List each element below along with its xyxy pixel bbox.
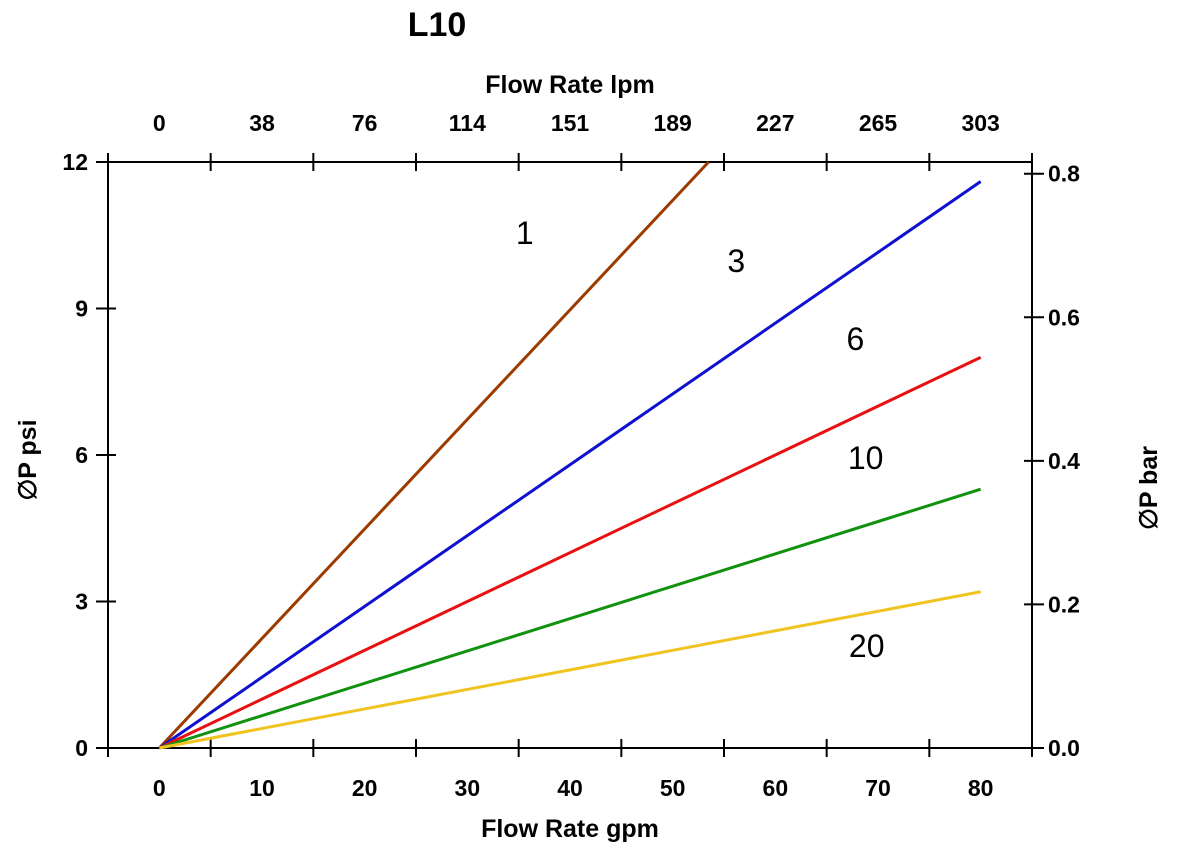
- bottom-tick-label: 30: [455, 775, 481, 801]
- top-tick-label: 303: [961, 110, 999, 136]
- series-line-10-micron: [158, 487, 982, 750]
- top-tick-label: 0: [153, 110, 166, 136]
- top-axis-title: Flow Rate lpm: [485, 71, 654, 99]
- left-tick-label: 0: [75, 735, 88, 761]
- left-tick-label: 6: [75, 442, 88, 468]
- right-tick-label: 0.2: [1048, 591, 1080, 617]
- chart-title: L10: [408, 6, 467, 44]
- tick-marks: [96, 153, 1044, 757]
- series-line-20-micron: [159, 590, 981, 750]
- bottom-tick-label: 70: [865, 775, 891, 801]
- bottom-tick-label: 40: [557, 775, 583, 801]
- series-line-3-micron: [158, 180, 982, 750]
- top-tick-label: 76: [352, 110, 378, 136]
- bottom-tick-label: 60: [763, 775, 789, 801]
- curve-label-3-micron: 3: [727, 243, 745, 279]
- series-lines: [158, 160, 982, 750]
- curve-label-1-micron: 1: [516, 215, 534, 251]
- right-tick-label: 0.0: [1048, 735, 1080, 761]
- left-tick-label: 12: [62, 149, 88, 175]
- right-axis-title: ∅P bar: [1135, 446, 1163, 530]
- left-tick-label: 9: [75, 296, 88, 322]
- top-tick-label: 227: [756, 110, 794, 136]
- bottom-tick-label: 0: [153, 775, 166, 801]
- right-tick-label: 0.8: [1048, 161, 1080, 187]
- right-tick-label: 0.6: [1048, 304, 1080, 330]
- bottom-tick-label: 10: [249, 775, 275, 801]
- bottom-tick-label: 20: [352, 775, 378, 801]
- top-tick-label: 265: [859, 110, 898, 136]
- series-line-1-micron: [158, 160, 710, 750]
- curve-label-10-micron: 10: [848, 440, 884, 476]
- top-tick-label: 189: [653, 110, 691, 136]
- plot-frame: [107, 161, 1033, 749]
- left-axis-title: ∅P psi: [14, 419, 42, 500]
- right-tick-label: 0.4: [1048, 448, 1080, 474]
- top-tick-label: 151: [551, 110, 590, 136]
- bottom-tick-label: 80: [968, 775, 994, 801]
- series-line-6-micron: [158, 355, 982, 750]
- bottom-axis-title: Flow Rate gpm: [481, 815, 659, 843]
- curve-labels: 1 3 6 10 20: [516, 215, 885, 664]
- plot-border: [107, 161, 1033, 749]
- left-tick-label: 3: [75, 589, 88, 615]
- curve-label-20-micron: 20: [849, 628, 885, 664]
- top-tick-label: 114: [449, 110, 486, 136]
- top-tick-label: 38: [249, 110, 275, 136]
- bottom-tick-label: 50: [660, 775, 686, 801]
- curve-label-6-micron: 6: [847, 321, 865, 357]
- tick-labels: 0 10 20 30 40 50 60 70 800 38 76 114 151 189 227 265 303…: [62, 110, 1080, 801]
